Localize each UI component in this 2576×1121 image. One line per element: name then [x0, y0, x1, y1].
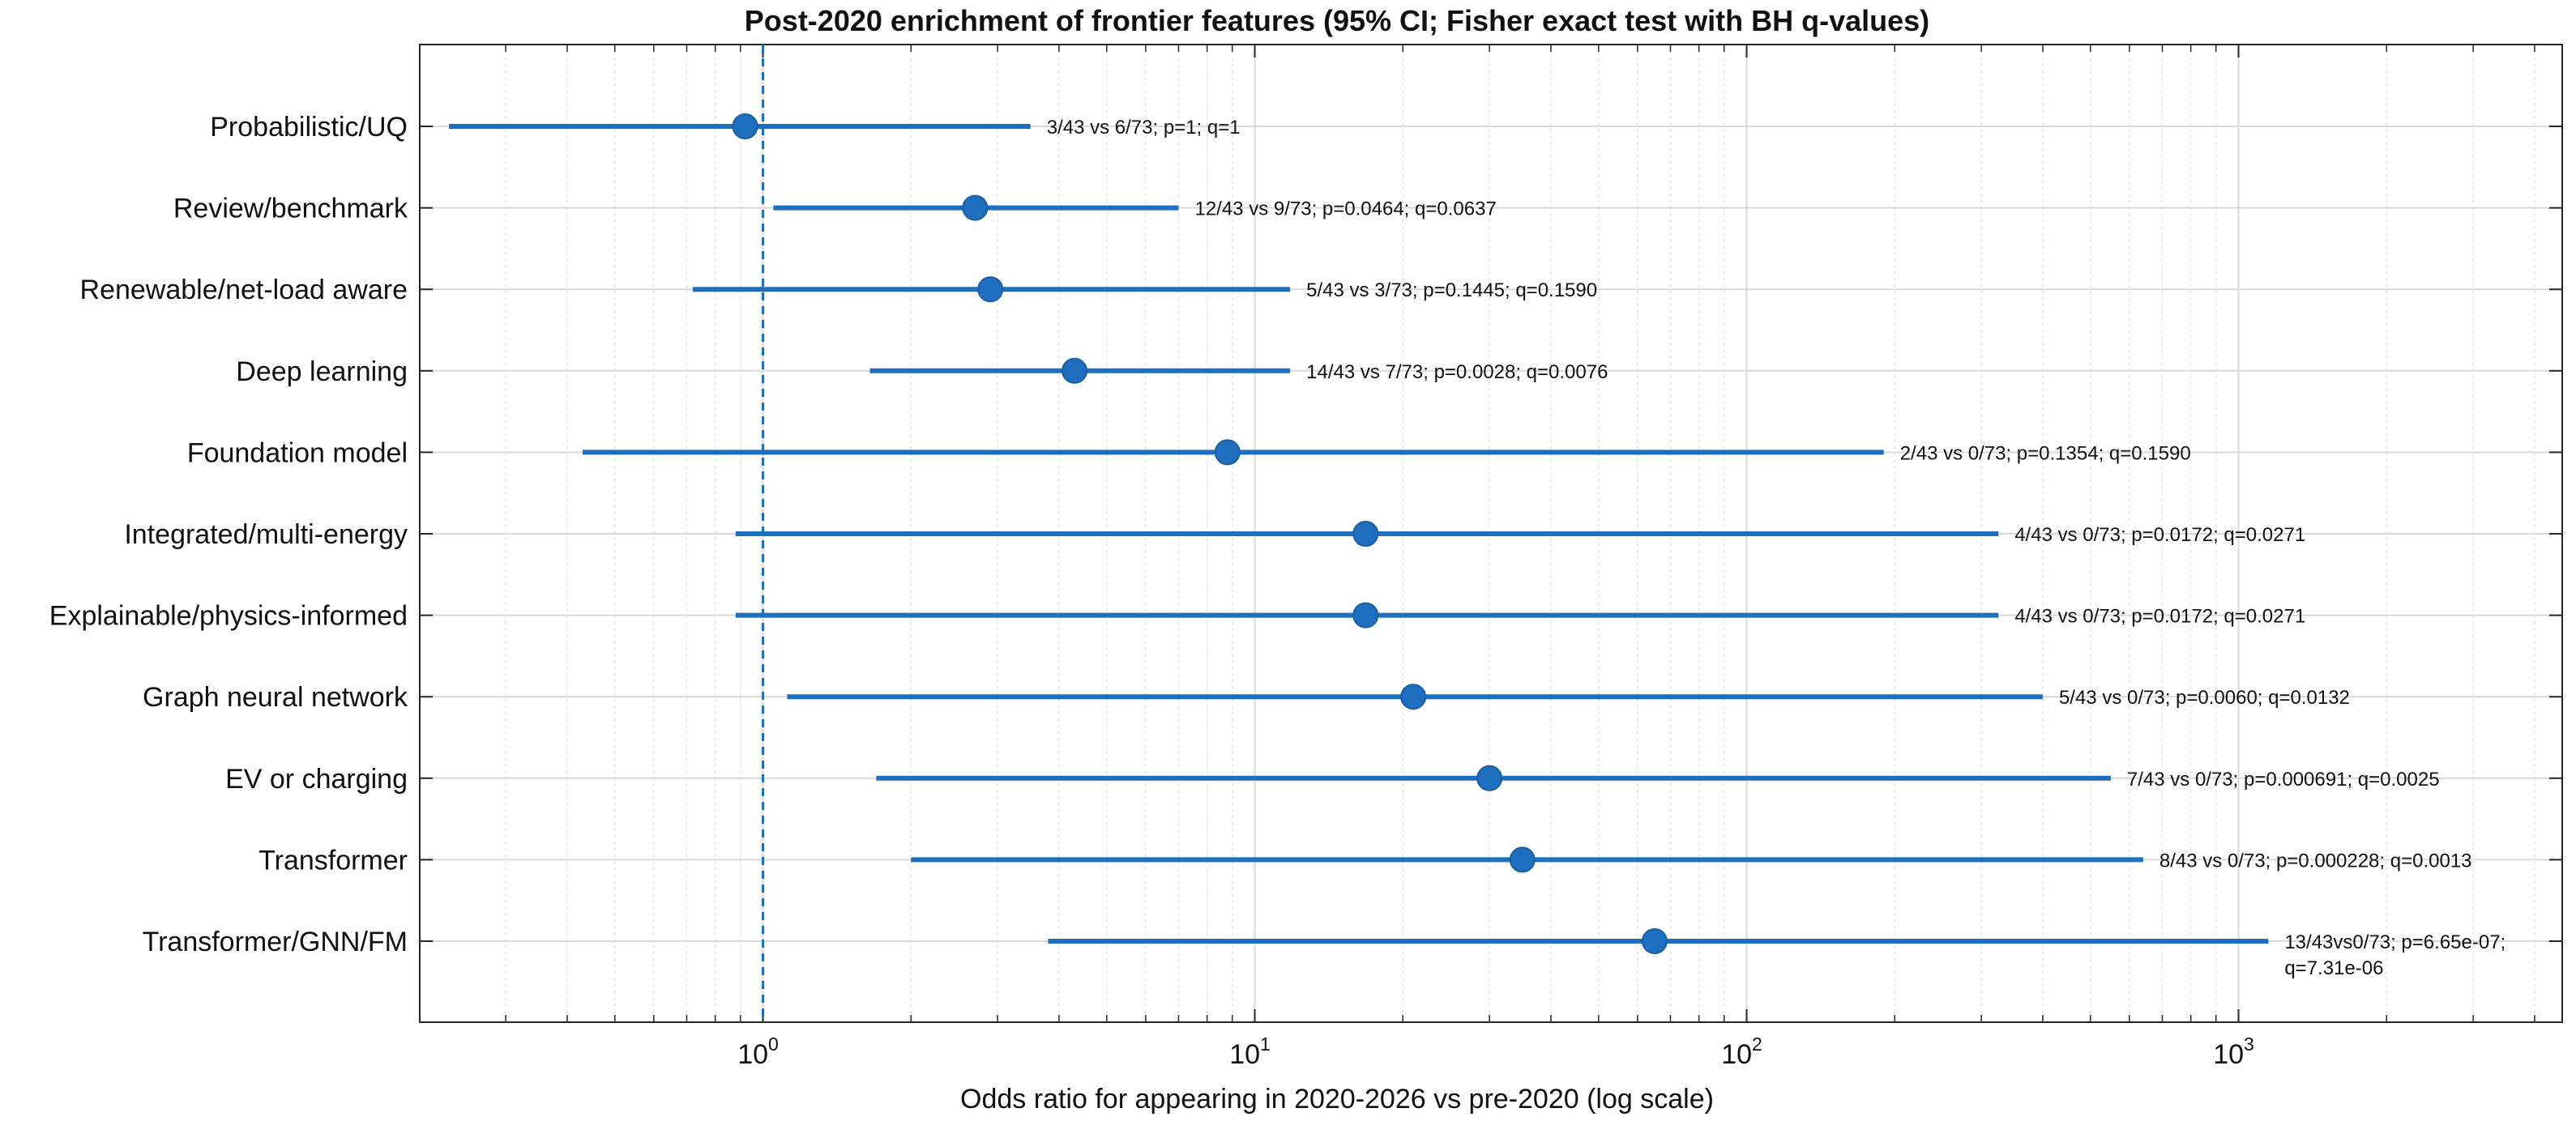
odds-ratio-marker — [1641, 928, 1668, 954]
odds-ratio-marker — [1352, 521, 1379, 547]
row-label: Deep learning — [236, 356, 408, 387]
forest-row: Foundation model 2/43 vs 0/73; p=0.1354; … — [187, 437, 2191, 468]
row-label: Transformer/GNN/FM — [143, 927, 408, 957]
x-tick-label: 101 — [1229, 1034, 1271, 1070]
row-label: Renewable/net-load aware — [80, 275, 408, 305]
forest-row: Integrated/multi-energy 4/43 vs 0/73; p=0… — [124, 519, 2305, 550]
odds-ratio-marker — [1352, 602, 1379, 629]
row-label: Explainable/physics-informed — [49, 601, 408, 632]
row-label: Transformer — [258, 845, 408, 876]
forest-row: Probabilistic/UQ 3/43 vs 6/73; p=1; q=1 — [210, 112, 1240, 143]
odds-ratio-marker — [962, 194, 989, 221]
row-annotation: 8/43 vs 0/73; p=0.000228; q=0.0013 — [2159, 850, 2472, 872]
row-label: Probabilistic/UQ — [210, 112, 408, 143]
odds-ratio-marker — [1062, 357, 1088, 384]
row-annotation: 5/43 vs 3/73; p=0.1445; q=0.1590 — [1306, 279, 1597, 301]
row-label: EV or charging — [225, 764, 408, 795]
x-axis-label: Odds ratio for appearing in 2020-2026 vs… — [960, 1084, 1714, 1115]
forest-row: Graph neural network 5/43 vs 0/73; p=0.00… — [143, 682, 2350, 713]
forest-row: Transformer 8/43 vs 0/73; p=0.000228; q=0… — [258, 845, 2471, 876]
row-label: Integrated/multi-energy — [124, 519, 408, 550]
x-tick-label: 100 — [737, 1034, 779, 1070]
row-label: Review/benchmark — [173, 194, 408, 224]
forest-row: Deep learning 14/43 vs 7/73; p=0.0028; q=… — [236, 356, 1608, 387]
x-tick-label: 102 — [1721, 1034, 1762, 1070]
row-label: Foundation model — [187, 437, 408, 468]
odds-ratio-marker — [1400, 684, 1427, 710]
odds-ratio-marker — [732, 113, 758, 139]
x-tick-label: 103 — [2213, 1034, 2254, 1070]
odds-ratio-marker — [1509, 846, 1536, 873]
row-annotation: 12/43 vs 9/73; p=0.0464; q=0.0637 — [1194, 198, 1496, 220]
row-annotation: 2/43 vs 0/73; p=0.1354; q=0.1590 — [1900, 442, 2191, 464]
x-tick-labels: 100 101 102 103 — [737, 1034, 2254, 1070]
row-annotation: 14/43 vs 7/73; p=0.0028; q=0.0076 — [1306, 361, 1608, 383]
row-annotation: 3/43 vs 6/73; p=1; q=1 — [1047, 117, 1241, 139]
forest-rows: Probabilistic/UQ 3/43 vs 6/73; p=1; q=1 Re… — [49, 112, 2506, 979]
axis-ticks — [420, 45, 2562, 1022]
row-annotation: 13/43vs0/73; p=6.65e-07; q=7.31e-06 — [2284, 931, 2506, 979]
row-annotation: 4/43 vs 0/73; p=0.0172; q=0.0271 — [2014, 524, 2305, 546]
row-annotation: 4/43 vs 0/73; p=0.0172; q=0.0271 — [2014, 606, 2305, 628]
row-annotation: 7/43 vs 0/73; p=0.000691; q=0.0025 — [2127, 769, 2440, 791]
row-annotation: 5/43 vs 0/73; p=0.0060; q=0.0132 — [2059, 687, 2350, 709]
row-label: Graph neural network — [143, 682, 408, 713]
chart-title: Post-2020 enrichment of frontier feature… — [745, 4, 1929, 37]
odds-ratio-marker — [977, 276, 1004, 303]
forest-row: Renewable/net-load aware 5/43 vs 3/73; p=… — [80, 275, 1598, 305]
forest-row: Explainable/physics-informed 4/43 vs 0/73… — [49, 601, 2305, 632]
odds-ratio-marker — [1214, 439, 1241, 466]
odds-ratio-marker — [1476, 765, 1503, 791]
forest-row: EV or charging 7/43 vs 0/73; p=0.000691; … — [225, 764, 2439, 795]
forest-row: Transformer/GNN/FM 13/43vs0/73; p=6.65e-0… — [143, 927, 2506, 979]
forest-row: Review/benchmark 12/43 vs 9/73; p=0.0464;… — [173, 194, 1497, 224]
